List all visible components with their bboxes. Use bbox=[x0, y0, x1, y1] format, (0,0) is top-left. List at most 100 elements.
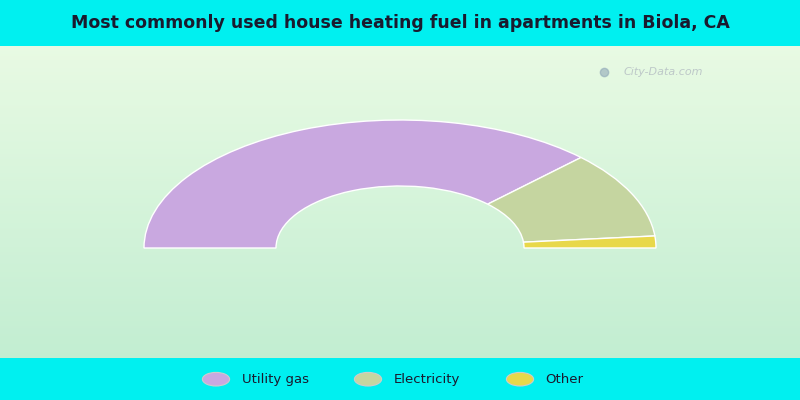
Bar bbox=[0, 65, 800, 66]
Bar bbox=[0, 350, 800, 351]
Bar bbox=[0, 115, 800, 116]
Bar bbox=[0, 118, 800, 119]
Bar bbox=[0, 190, 800, 192]
Bar bbox=[0, 70, 800, 71]
Bar bbox=[0, 326, 800, 327]
Bar bbox=[0, 92, 800, 93]
Bar bbox=[0, 286, 800, 287]
Bar bbox=[0, 54, 800, 55]
Bar bbox=[0, 329, 800, 330]
Bar bbox=[0, 104, 800, 105]
Bar bbox=[0, 197, 800, 198]
Bar bbox=[0, 95, 800, 96]
Bar bbox=[0, 272, 800, 273]
Wedge shape bbox=[523, 236, 656, 248]
Bar bbox=[0, 252, 800, 253]
Text: Other: Other bbox=[546, 373, 584, 386]
Bar bbox=[0, 132, 800, 133]
Bar bbox=[0, 300, 800, 301]
Bar bbox=[0, 46, 800, 47]
Bar bbox=[0, 283, 800, 284]
Bar bbox=[0, 181, 800, 182]
Bar bbox=[0, 351, 800, 352]
Bar bbox=[0, 270, 800, 271]
Bar bbox=[0, 268, 800, 270]
Bar bbox=[0, 97, 800, 98]
Bar bbox=[0, 324, 800, 325]
Bar bbox=[0, 116, 800, 117]
Bar bbox=[0, 219, 800, 220]
Bar bbox=[0, 263, 800, 264]
Bar bbox=[0, 117, 800, 118]
Wedge shape bbox=[144, 120, 581, 248]
Bar bbox=[0, 201, 800, 202]
Bar bbox=[0, 180, 800, 181]
Bar bbox=[0, 304, 800, 305]
Bar bbox=[0, 47, 800, 48]
Bar bbox=[0, 212, 800, 214]
Bar bbox=[0, 142, 800, 143]
Bar bbox=[0, 332, 800, 333]
Bar bbox=[0, 240, 800, 242]
Bar bbox=[0, 60, 800, 62]
Bar bbox=[0, 273, 800, 274]
Bar bbox=[0, 341, 800, 342]
Bar bbox=[0, 67, 800, 68]
Bar bbox=[0, 340, 800, 341]
Bar bbox=[0, 175, 800, 176]
Bar bbox=[0, 298, 800, 299]
Bar bbox=[0, 346, 800, 348]
Bar bbox=[0, 56, 800, 58]
Bar bbox=[0, 238, 800, 240]
Bar bbox=[0, 245, 800, 246]
Bar bbox=[0, 202, 800, 203]
Bar bbox=[0, 222, 800, 223]
Bar bbox=[0, 277, 800, 278]
Bar bbox=[0, 93, 800, 94]
Bar bbox=[0, 335, 800, 336]
Bar bbox=[0, 168, 800, 169]
Bar bbox=[0, 64, 800, 65]
Bar bbox=[0, 221, 800, 222]
Bar bbox=[0, 107, 800, 108]
Bar bbox=[0, 308, 800, 309]
Bar bbox=[0, 339, 800, 340]
Bar bbox=[0, 258, 800, 259]
Bar bbox=[0, 148, 800, 149]
Bar bbox=[0, 264, 800, 266]
Bar bbox=[0, 297, 800, 298]
Bar bbox=[0, 126, 800, 127]
Bar bbox=[0, 120, 800, 121]
Bar bbox=[0, 96, 800, 97]
Bar bbox=[0, 287, 800, 288]
Bar bbox=[0, 294, 800, 296]
Bar bbox=[0, 81, 800, 82]
Bar bbox=[0, 173, 800, 174]
Bar bbox=[0, 51, 800, 52]
Bar bbox=[0, 75, 800, 76]
Bar bbox=[0, 49, 800, 50]
Bar bbox=[0, 134, 800, 136]
Bar bbox=[0, 231, 800, 232]
Bar bbox=[0, 320, 800, 322]
Bar bbox=[0, 327, 800, 328]
Bar bbox=[0, 98, 800, 99]
Bar bbox=[0, 334, 800, 335]
Bar bbox=[0, 170, 800, 171]
Bar bbox=[0, 63, 800, 64]
Bar bbox=[0, 355, 800, 356]
Circle shape bbox=[202, 372, 230, 386]
Wedge shape bbox=[488, 158, 655, 242]
Bar bbox=[0, 94, 800, 95]
Bar bbox=[0, 223, 800, 224]
Bar bbox=[0, 284, 800, 285]
Bar bbox=[0, 200, 800, 201]
Bar bbox=[0, 156, 800, 157]
Bar bbox=[0, 169, 800, 170]
Bar bbox=[0, 358, 800, 400]
Bar bbox=[0, 123, 800, 124]
Bar bbox=[0, 323, 800, 324]
Bar bbox=[0, 179, 800, 180]
Bar bbox=[0, 356, 800, 357]
Bar bbox=[0, 310, 800, 311]
